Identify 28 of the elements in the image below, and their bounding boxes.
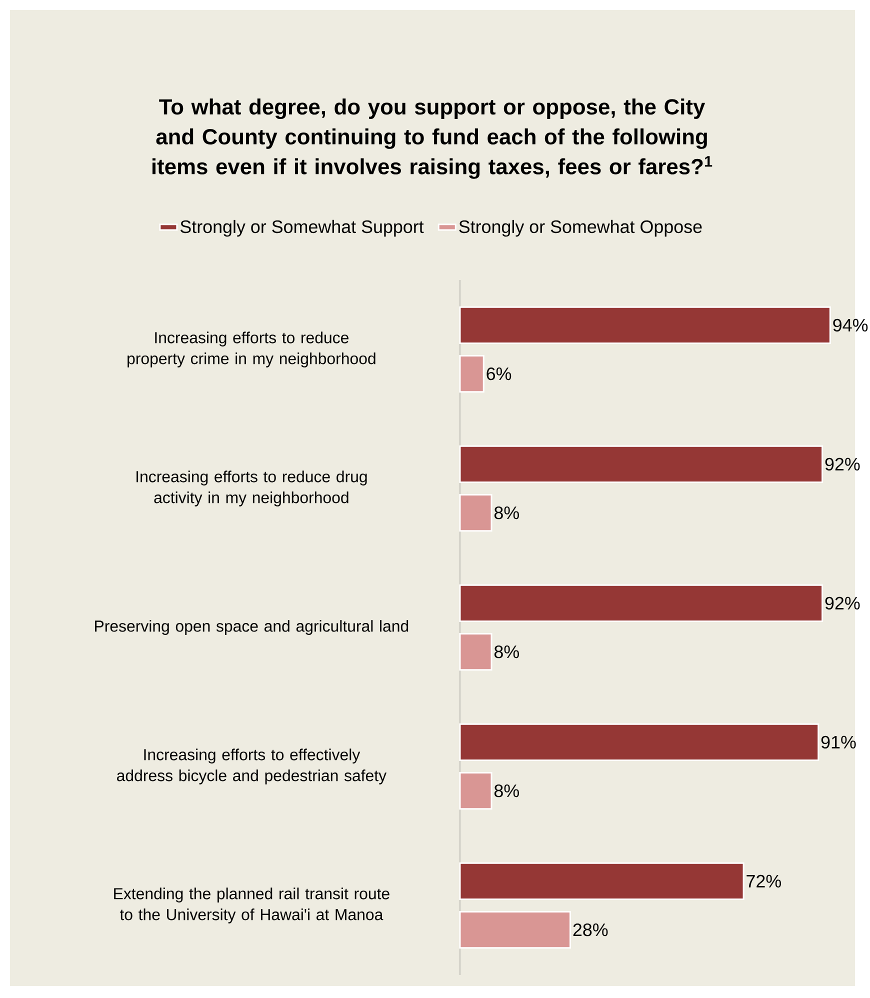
data-label: 92% (825, 596, 860, 610)
data-label: 8% (494, 645, 519, 658)
y-tick-label: Increasing efforts to effectively address bicycle and pedestrian safety (116, 748, 386, 784)
bar (459, 445, 823, 483)
data-label: 28% (573, 923, 608, 936)
data-label: 92% (825, 458, 860, 471)
bar (459, 633, 492, 671)
data-label: 6% (486, 367, 511, 380)
y-tick-label: Increasing efforts to reduce property crime in my neighborhood (127, 332, 376, 368)
bar (459, 494, 492, 532)
bar (459, 862, 744, 900)
y-tick-label: Increasing efforts to reduce drug activity in my neighborhood (136, 470, 367, 506)
data-label: 91% (821, 736, 856, 749)
bar (459, 306, 831, 344)
y-tick-label: Preserving open space and agricultural land (94, 620, 408, 635)
legend-label: Strongly or Somewhat Oppose (459, 220, 702, 237)
legend-label: Strongly or Somewhat Support (180, 220, 424, 237)
chart-title: To what degree, do you support or oppose, the City and County continuing to fund each of the following items even if it involves raising taxes, fees or fares?$^{1}$ (152, 98, 712, 179)
data-label: 8% (494, 784, 519, 798)
bar (459, 355, 484, 393)
data-label: 72% (746, 874, 781, 888)
bar (459, 584, 823, 622)
y-tick-label: Extending the planned rail transit route to the University of Hawai'i at Manoa (114, 888, 390, 924)
data-label: 8% (494, 506, 519, 520)
bar (459, 723, 819, 761)
data-label: 94% (833, 318, 868, 332)
bar (459, 911, 571, 949)
bar (459, 772, 492, 810)
